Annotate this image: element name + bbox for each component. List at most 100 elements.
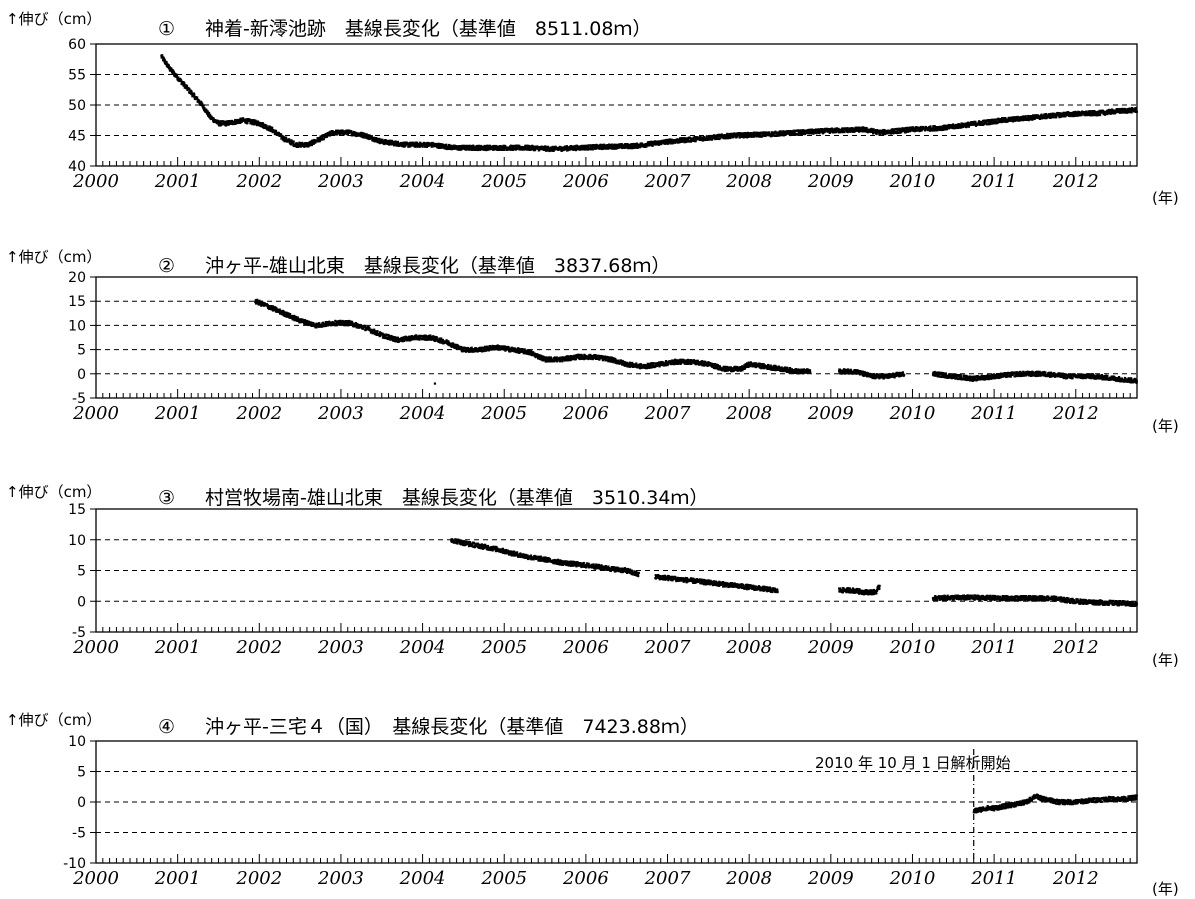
data-point — [518, 144, 521, 147]
data-point — [165, 61, 168, 64]
data-point — [231, 120, 234, 123]
data-point — [787, 130, 790, 133]
data-point — [475, 148, 478, 151]
data-point — [486, 345, 489, 348]
data-point — [234, 121, 238, 124]
data-point — [1008, 119, 1011, 122]
data-point — [1135, 107, 1138, 110]
data-point — [259, 303, 262, 306]
data-point — [357, 326, 360, 329]
data-point — [329, 321, 332, 324]
data-point — [674, 141, 677, 144]
data-point — [311, 140, 314, 143]
data-point — [780, 130, 783, 133]
data-point — [1080, 114, 1083, 117]
data-point — [735, 132, 738, 135]
data-point — [416, 145, 419, 148]
data-point — [265, 124, 268, 127]
data-point — [945, 128, 948, 131]
chart-number-3: ③ — [158, 487, 175, 509]
data-point — [593, 144, 596, 147]
data-point — [1032, 114, 1035, 117]
data-point — [590, 147, 593, 150]
data-point — [285, 311, 288, 314]
data-point — [679, 137, 682, 140]
data-point — [1059, 115, 1062, 118]
chart-title-1: 神着-新澪池跡 基線長変化（基準値 8511.08ｍ） — [205, 18, 651, 40]
data-point — [438, 145, 441, 148]
data-point — [459, 145, 462, 148]
data-point — [928, 126, 931, 129]
data-point — [987, 123, 990, 126]
data-point — [1047, 116, 1050, 119]
data-point — [480, 144, 483, 148]
x-tick-label: 2000 — [72, 171, 119, 192]
data-point — [730, 132, 733, 135]
y-tick-label: 20 — [68, 270, 86, 286]
data-point — [193, 93, 196, 96]
data-point — [651, 144, 654, 147]
data-point — [307, 145, 310, 148]
data-point — [1109, 110, 1113, 113]
data-point — [291, 318, 294, 321]
data-point — [801, 132, 804, 135]
data-point — [591, 148, 594, 151]
data-point — [353, 325, 356, 328]
data-point — [1073, 114, 1076, 117]
data-point — [584, 144, 587, 147]
data-point — [360, 131, 363, 134]
data-point — [483, 148, 486, 151]
data-point — [749, 132, 752, 135]
data-point — [342, 320, 346, 324]
data-point — [755, 135, 758, 138]
data-point — [440, 146, 443, 149]
data-point — [595, 143, 598, 146]
data-point — [650, 142, 653, 145]
x-tick-label: 2010 — [889, 171, 936, 192]
data-point — [1053, 112, 1056, 116]
data-point — [272, 305, 275, 308]
data-point — [281, 136, 284, 139]
data-point — [759, 135, 762, 138]
data-point — [324, 136, 327, 139]
data-point — [379, 138, 382, 141]
data-point — [1052, 112, 1055, 115]
data-point — [861, 130, 864, 133]
data-point — [753, 133, 756, 136]
x-unit-label-2: (年) — [1152, 417, 1179, 435]
data-point — [953, 126, 957, 129]
data-point — [837, 127, 840, 130]
y-tick-label: 15 — [68, 294, 86, 310]
y-tick-label: 0 — [77, 367, 86, 383]
ylabel-4: ↑伸び（cm） — [6, 711, 101, 729]
data-point — [185, 84, 189, 87]
data-point — [936, 129, 939, 132]
x-tick-label: 2006 — [562, 171, 609, 192]
x-unit-label-1: (年) — [1152, 189, 1179, 207]
data-point — [916, 128, 919, 131]
data-point — [455, 347, 458, 350]
data-point — [394, 140, 397, 143]
data-point — [378, 137, 381, 140]
data-point — [1065, 114, 1068, 117]
data-point — [683, 137, 687, 140]
data-point — [317, 140, 320, 143]
data-point — [875, 132, 878, 136]
data-point — [502, 144, 505, 147]
data-point — [410, 141, 413, 145]
data-point — [778, 132, 782, 135]
data-point — [318, 322, 321, 325]
data-point — [751, 135, 754, 138]
data-point — [938, 127, 941, 130]
x-tick-label: 2003 — [317, 403, 364, 424]
data-point — [203, 108, 206, 111]
x-tick-label: 2012 — [1052, 403, 1099, 424]
data-point — [470, 346, 473, 349]
data-point — [653, 143, 656, 146]
data-point — [295, 317, 299, 320]
x-tick-label: 2009 — [807, 171, 854, 192]
data-point — [283, 311, 286, 314]
data-point — [872, 128, 875, 131]
data-point — [1022, 119, 1025, 122]
data-point — [180, 79, 183, 82]
